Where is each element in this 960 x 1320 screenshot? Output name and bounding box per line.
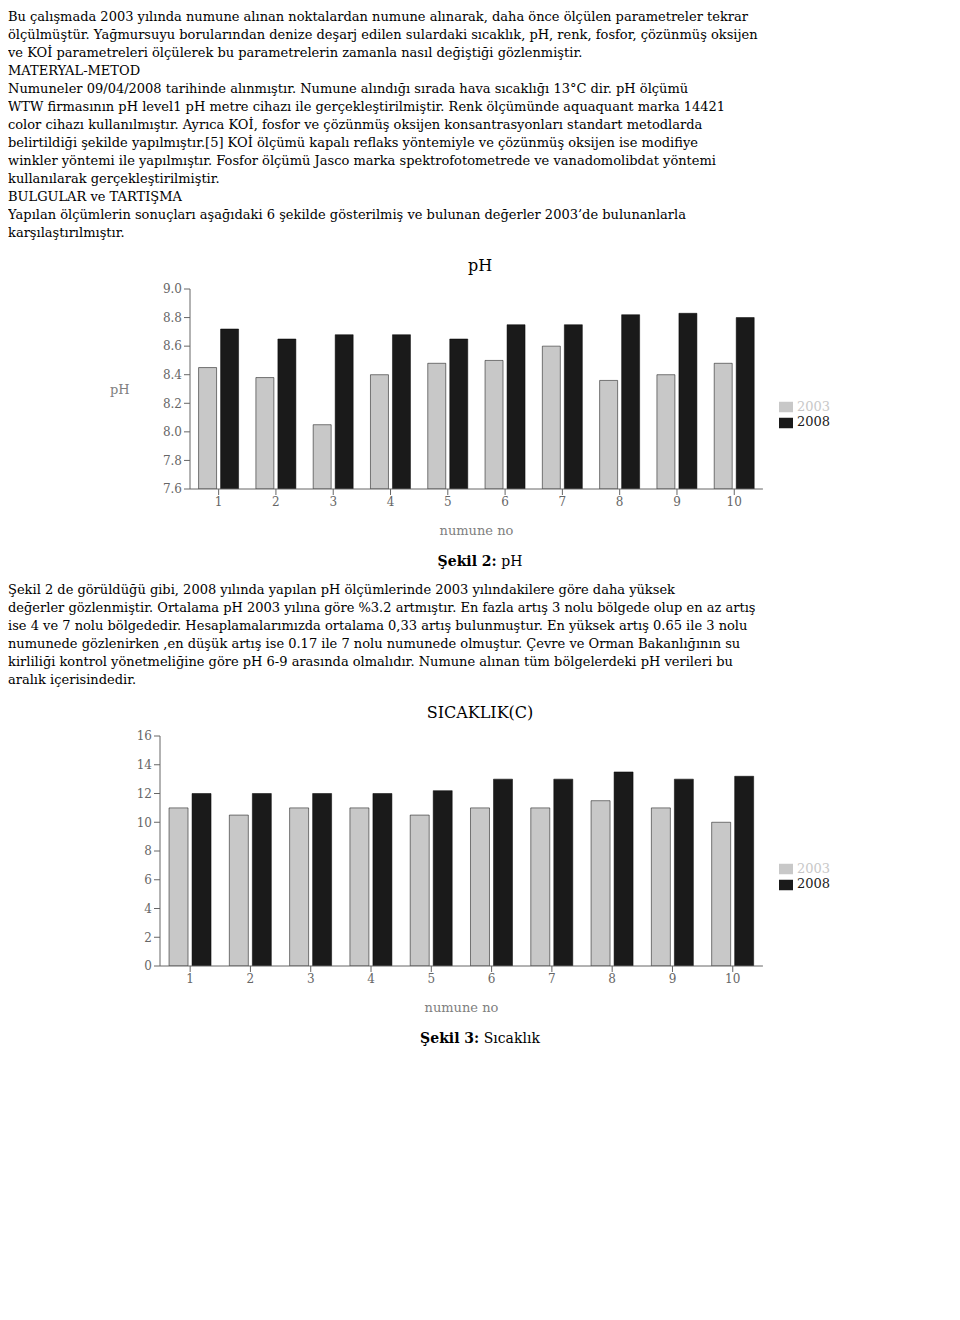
html-text:numunede gözlenirken ,en düşük: numunede gözlenirken ,en düşük artış ise… [8,636,741,651]
html-text:ise 4 ve 7 nolu bölgededir. He: ise 4 ve 7 nolu bölgededir. Hesaplamalar… [8,618,748,633]
svg-text:8.0: 8.0 [163,425,182,439]
svg-text:9.0: 9.0 [163,282,182,296]
svg-text:8.2: 8.2 [163,397,182,411]
svg-text:8.4: 8.4 [163,368,182,382]
svg-text:9: 9 [669,972,677,986]
svg-text:4: 4 [367,972,375,986]
svg-text:6: 6 [488,972,496,986]
html-text:SICAKLIK(C): SICAKLIK(C) [426,703,534,722]
svg-text:12: 12 [137,787,152,801]
html-text:Yapılan ölçümlerin sonuçları a: Yapılan ölçümlerin sonuçları aşağıdaki 6… [8,207,686,222]
html-text:Numuneler 09/04/2008 tarihinde: Numuneler 09/04/2008 tarihinde alınmıştı… [8,81,689,96]
html-text:winkler yöntemi ile yapılmıştı: winkler yöntemi ile yapılmıştır. Fosfor … [8,153,716,168]
svg-text:14: 14 [137,758,153,772]
svg-text:8.6: 8.6 [163,339,182,353]
svg-text:numune no: numune no [425,1000,499,1015]
svg-text:3: 3 [329,495,337,509]
html-text:kullanılarak gerçekleştirilmiş: kullanılarak gerçekleştirilmiştir. [8,171,220,186]
svg-text:8.8: 8.8 [163,311,182,325]
html-text:MATERYAL-METOD: MATERYAL-METOD [8,63,141,78]
html-text:Bu çalışmada 2003 yılında numu: Bu çalışmada 2003 yılında numune alınan … [8,9,748,24]
svg-text:numune no: numune no [440,523,514,538]
html-text:ölçülmüştür. Yağmursuyu borula: ölçülmüştür. Yağmursuyu borularından den… [8,27,758,42]
svg-text:8: 8 [616,495,624,509]
html-text:Şekil 2: pH: Şekil 2: pH [437,553,523,569]
html-text:2003: 2003 [796,398,830,414]
svg-text:7: 7 [548,972,556,986]
html-text:2003: 2003 [796,860,830,876]
svg-text:3: 3 [307,972,315,986]
html-text:Şekil 2 de görüldüğü gibi, 200: Şekil 2 de görüldüğü gibi, 2008 yılında … [8,582,675,597]
html-text:kirliliği kontrol yönetmeliğin: kirliliği kontrol yönetmeliğine göre pH … [8,654,733,669]
svg-text:8: 8 [608,972,616,986]
svg-text:7.8: 7.8 [163,454,182,468]
svg-text:pH: pH [110,382,130,397]
svg-text:1: 1 [186,972,194,986]
svg-text:5: 5 [427,972,435,986]
html-text:Şekil 3: Sıcaklık: Şekil 3: Sıcaklık [420,1030,540,1046]
svg-text:4: 4 [144,902,152,916]
html-text:2008: 2008 [796,414,830,429]
svg-text:9: 9 [673,495,681,509]
svg-text:10: 10 [727,495,742,509]
svg-text:7.6: 7.6 [163,482,182,496]
svg-text:2: 2 [144,931,152,945]
svg-text:10: 10 [725,972,740,986]
html-text:aralık içerisindedir.: aralık içerisindedir. [8,672,137,687]
svg-text:8: 8 [144,844,152,858]
svg-text:4: 4 [387,495,395,509]
html-text:pH: pH [467,256,493,275]
html-text:2008: 2008 [796,876,830,891]
svg-text:1: 1 [215,495,223,509]
svg-text:6: 6 [501,495,509,509]
html-text:karşılaştırılmıştır.: karşılaştırılmıştır. [8,225,125,240]
svg-text:2: 2 [272,495,280,509]
html-text:color cihazı kullanılmıştır. A: color cihazı kullanılmıştır. Ayrıca KOİ,… [8,117,703,132]
html-text:ve KOİ parametreleri ölçülerek: ve KOİ parametreleri ölçülerek bu parame… [8,45,583,60]
html-text:WTW firmasının pH level1 pH me: WTW firmasının pH level1 pH metre cihazı… [8,99,726,114]
html-text:değerler gözlenmiştir. Ortalam: değerler gözlenmiştir. Ortalama pH 2003 … [8,600,756,615]
svg-text:7: 7 [559,495,567,509]
svg-text:16: 16 [137,729,152,743]
svg-text:5: 5 [444,495,452,509]
svg-text:10: 10 [137,816,152,830]
html-text:BULGULAR ve TARTIŞMA: BULGULAR ve TARTIŞMA [8,189,182,204]
svg-text:2: 2 [247,972,255,986]
svg-text:0: 0 [144,959,152,973]
html-text:belirtildiği şekilde yapılmışt: belirtildiği şekilde yapılmıştır.[5] KOİ… [8,135,698,150]
svg-text:6: 6 [144,873,152,887]
